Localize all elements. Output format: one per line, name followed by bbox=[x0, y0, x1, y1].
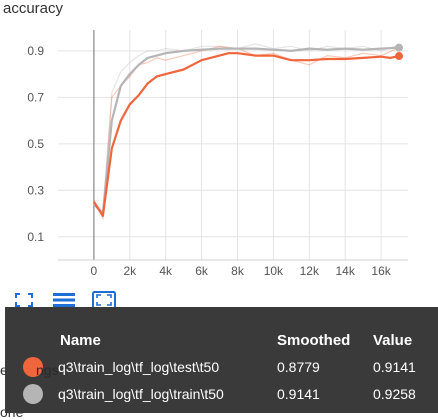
tick-labels: 0.1 0.3 0.5 0.7 0.9 0 2k 4k 6k 8k 10k 12k 14k 16k bbox=[27, 44, 391, 278]
x-tick-label: 16k bbox=[371, 264, 391, 278]
x-tick-label: 8k bbox=[231, 264, 245, 278]
series-swatch-test bbox=[23, 357, 43, 377]
series-endpoint-marker bbox=[395, 52, 404, 61]
axes bbox=[58, 30, 408, 261]
toggle-log-scale-icon bbox=[53, 293, 75, 307]
y-tick-label: 0.5 bbox=[27, 137, 44, 151]
tooltip-header-smoothed: Smoothed bbox=[277, 332, 351, 349]
toggle-log-scale-button[interactable] bbox=[52, 290, 76, 310]
x-tick-label: 12k bbox=[300, 264, 320, 278]
series-swatch-train bbox=[23, 384, 43, 404]
tooltip-row-name: q3\train_log\tf_log\train\t50 bbox=[58, 386, 224, 402]
y-tick-label: 0.7 bbox=[27, 90, 44, 104]
hidden-label-fragment-mid: ngs bbox=[36, 362, 59, 378]
series-endpoint-marker bbox=[395, 43, 404, 52]
tooltip-row-name: q3\train_log\tf_log\test\t50 bbox=[58, 359, 220, 375]
fit-domain-icon bbox=[15, 293, 33, 307]
tooltip-row-smoothed: 0.9141 bbox=[277, 386, 320, 402]
series-smoothed-line bbox=[92, 52, 400, 217]
x-tick-label: 0 bbox=[91, 264, 98, 278]
tooltip-header-value: Value bbox=[373, 332, 413, 349]
fit-domain-button[interactable] bbox=[12, 290, 36, 310]
x-tick-label: 2k bbox=[123, 264, 137, 278]
y-tick-label: 0.3 bbox=[27, 183, 44, 197]
y-tick-label: 0.9 bbox=[27, 44, 44, 58]
chart-title: accuracy bbox=[3, 0, 64, 17]
data-tooltip: Name Smoothed Value q3\train_log\tf_log\… bbox=[5, 307, 438, 413]
y-tick-label: 0.1 bbox=[27, 230, 44, 244]
tooltip-header-name: Name bbox=[60, 332, 101, 349]
series-raw-line bbox=[93, 45, 400, 221]
x-tick-label: 10k bbox=[264, 264, 284, 278]
x-tick-label: 4k bbox=[159, 264, 173, 278]
series-lines bbox=[92, 43, 404, 221]
series-raw-line bbox=[93, 43, 400, 213]
tooltip-row-value: 0.9141 bbox=[373, 359, 416, 375]
accuracy-chart[interactable]: 0.1 0.3 0.5 0.7 0.9 0 2k 4k 6k 8k 10k 12k 14k 16k bbox=[0, 20, 438, 290]
tooltip-row-value: 0.9258 bbox=[373, 386, 416, 402]
x-tick-label: 6k bbox=[195, 264, 209, 278]
x-tick-label: 14k bbox=[335, 264, 355, 278]
tooltip-row-smoothed: 0.8779 bbox=[277, 359, 320, 375]
series-smoothed-line bbox=[93, 46, 400, 215]
